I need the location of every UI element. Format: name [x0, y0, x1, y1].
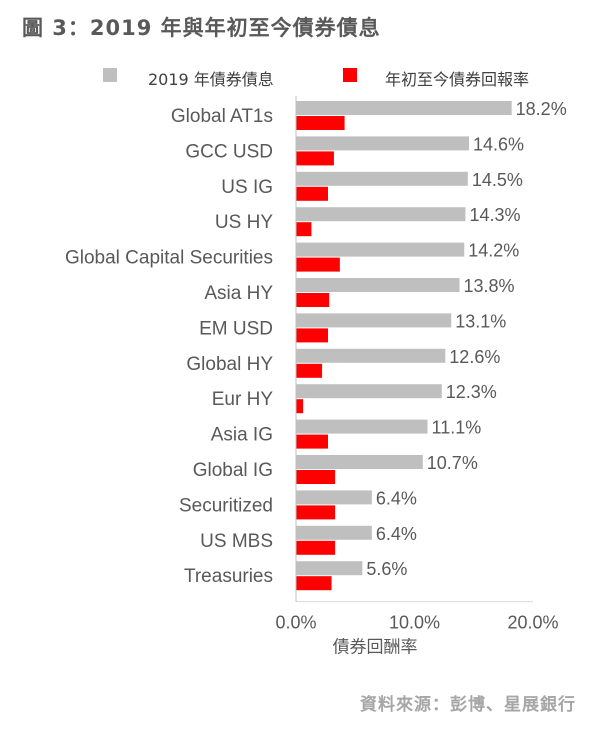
chart-title: 圖 3：2019 年與年初至今債券債息 — [22, 16, 381, 40]
bar-yield-gcc-usd — [296, 136, 470, 151]
bar-yield-em-usd — [296, 313, 452, 328]
bar-ytd-global-capital-securities — [296, 257, 340, 272]
bar-yield-us-hy — [296, 207, 466, 222]
value-label-us-ig: 14.5% — [472, 170, 523, 190]
category-label-us-mbs: US MBS — [200, 531, 273, 552]
legend-swatch-yield — [103, 68, 117, 82]
category-label-asia-hy: Asia HY — [204, 283, 273, 304]
bar-yield-securitized — [296, 490, 372, 505]
category-label-gcc-usd: GCC USD — [185, 141, 273, 162]
legend-label-ytd: 年初至今債券回報率 — [385, 70, 530, 89]
bar-yield-global-hy — [296, 348, 446, 363]
x-tick-label: 0.0% — [275, 613, 316, 633]
bar-ytd-global-at1s — [296, 116, 345, 130]
category-label-global-capital-securities: Global Capital Securities — [65, 248, 273, 269]
value-label-treasuries: 5.6% — [366, 559, 407, 579]
category-label-global-at1s: Global AT1s — [171, 106, 273, 127]
x-axis-title: 債券回酬率 — [333, 638, 418, 658]
value-label-global-ig: 10.7% — [427, 453, 478, 473]
category-label-asia-ig: Asia IG — [211, 425, 273, 446]
value-label-global-hy: 12.6% — [449, 347, 500, 367]
category-label-us-hy: US HY — [215, 212, 273, 233]
category-label-us-ig: US IG — [221, 177, 273, 198]
x-tick-label: 20.0% — [507, 613, 558, 633]
bar-ytd-asia-hy — [296, 293, 330, 307]
legend-label-yield: 2019 年債券債息 — [148, 70, 274, 89]
value-label-global-capital-securities: 14.2% — [468, 241, 519, 261]
value-label-em-usd: 13.1% — [455, 311, 506, 331]
bar-ytd-global-ig — [296, 470, 336, 484]
bar-ytd-us-ig — [296, 186, 328, 201]
bar-ytd-securitized — [296, 505, 336, 520]
category-label-eur-hy: Eur HY — [212, 389, 274, 410]
bar-yield-global-at1s — [296, 101, 512, 115]
value-label-securitized: 6.4% — [376, 488, 417, 508]
legend-swatch-ytd — [343, 68, 357, 82]
value-label-gcc-usd: 14.6% — [473, 134, 524, 154]
bar-ytd-global-hy — [296, 363, 323, 378]
value-label-us-mbs: 6.4% — [376, 524, 417, 544]
bar-yield-us-ig — [296, 171, 468, 186]
value-label-us-hy: 14.3% — [469, 205, 520, 225]
bar-ytd-gcc-usd — [296, 151, 334, 166]
bar-yield-us-mbs — [296, 525, 372, 540]
value-label-asia-hy: 13.8% — [464, 276, 515, 296]
bar-ytd-treasuries — [296, 576, 332, 591]
bar-ytd-us-mbs — [296, 540, 336, 555]
value-label-asia-ig: 11.1% — [432, 418, 482, 438]
bar-yield-treasuries — [296, 561, 363, 576]
bar-yield-global-ig — [296, 455, 423, 469]
bar-ytd-em-usd — [296, 328, 328, 343]
category-label-global-ig: Global IG — [193, 460, 273, 481]
bar-ytd-eur-hy — [296, 399, 304, 414]
bar-ytd-us-hy — [296, 222, 312, 237]
bar-yield-eur-hy — [296, 384, 442, 399]
source-note: 資料來源：彭博、星展銀行 — [360, 695, 576, 715]
category-label-em-usd: EM USD — [199, 318, 273, 339]
category-label-securitized: Securitized — [179, 495, 273, 516]
bar-ytd-asia-ig — [296, 434, 328, 449]
legend: 2019 年債券債息 年初至今債券回報率 — [0, 64, 598, 89]
bar-yield-asia-hy — [296, 278, 460, 292]
category-label-global-hy: Global HY — [186, 354, 273, 375]
value-label-global-at1s: 18.2% — [516, 99, 567, 119]
x-tick-label: 10.0% — [389, 613, 440, 633]
category-label-treasuries: Treasuries — [184, 566, 273, 587]
bar-yield-global-capital-securities — [296, 242, 465, 257]
value-label-eur-hy: 12.3% — [446, 382, 497, 402]
bar-yield-asia-ig — [296, 419, 428, 434]
